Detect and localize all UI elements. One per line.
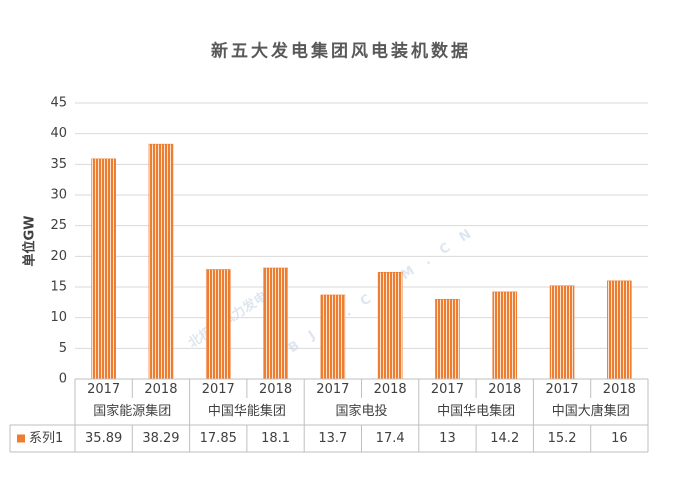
x-tick-label: 2017	[431, 382, 464, 397]
group-label: 国家能源集团	[93, 403, 171, 419]
table-value: 16	[611, 431, 628, 446]
x-tick-label: 2017	[202, 382, 235, 397]
table-value: 13	[439, 431, 456, 446]
y-tick-label: 0	[59, 372, 67, 387]
x-tick-label: 2017	[316, 382, 349, 397]
legend-swatch	[17, 434, 25, 443]
group-label: 中国华电集团	[437, 403, 515, 419]
table-value: 15.2	[548, 431, 577, 446]
table-value: 14.2	[490, 431, 519, 446]
legend-label: 系列1	[29, 431, 63, 446]
y-tick-label: 25	[50, 218, 67, 233]
x-tick-label: 2018	[144, 382, 177, 397]
bar	[377, 271, 403, 380]
table-value: 18.1	[261, 431, 290, 446]
x-tick-label: 2018	[259, 382, 292, 397]
y-tick-label: 35	[50, 157, 67, 172]
bar	[435, 298, 460, 380]
bar	[205, 269, 231, 380]
bar	[263, 267, 288, 380]
x-tick-label: 2017	[87, 382, 120, 397]
bar	[549, 285, 575, 380]
table-value: 13.7	[318, 431, 347, 446]
table-value: 38.29	[142, 431, 179, 446]
x-tick-label: 2018	[603, 382, 636, 397]
bar	[148, 143, 174, 380]
group-label: 中国华能集团	[208, 403, 286, 419]
table-value: 35.89	[85, 431, 122, 446]
bar	[492, 291, 518, 380]
bar	[607, 280, 632, 380]
y-tick-label: 20	[50, 249, 67, 264]
y-axis-label: 单位GW	[22, 215, 38, 266]
bar	[320, 294, 346, 380]
x-tick-label: 2018	[374, 382, 407, 397]
bar	[91, 158, 116, 380]
y-tick-label: 10	[50, 310, 67, 325]
y-tick-label: 45	[50, 96, 67, 111]
table-value: 17.85	[200, 431, 237, 446]
x-tick-label: 2017	[546, 382, 579, 397]
x-tick-label: 2018	[488, 382, 521, 397]
y-tick-label: 30	[50, 188, 67, 203]
table-value: 17.4	[376, 431, 405, 446]
y-tick-label: 40	[50, 126, 67, 141]
y-tick-label: 15	[50, 280, 67, 295]
group-label: 国家电投	[335, 403, 387, 419]
chart-title: 新五大发电集团风电装机数据	[211, 41, 471, 62]
y-tick-label: 5	[59, 341, 67, 356]
group-label: 中国大唐集团	[552, 403, 630, 419]
